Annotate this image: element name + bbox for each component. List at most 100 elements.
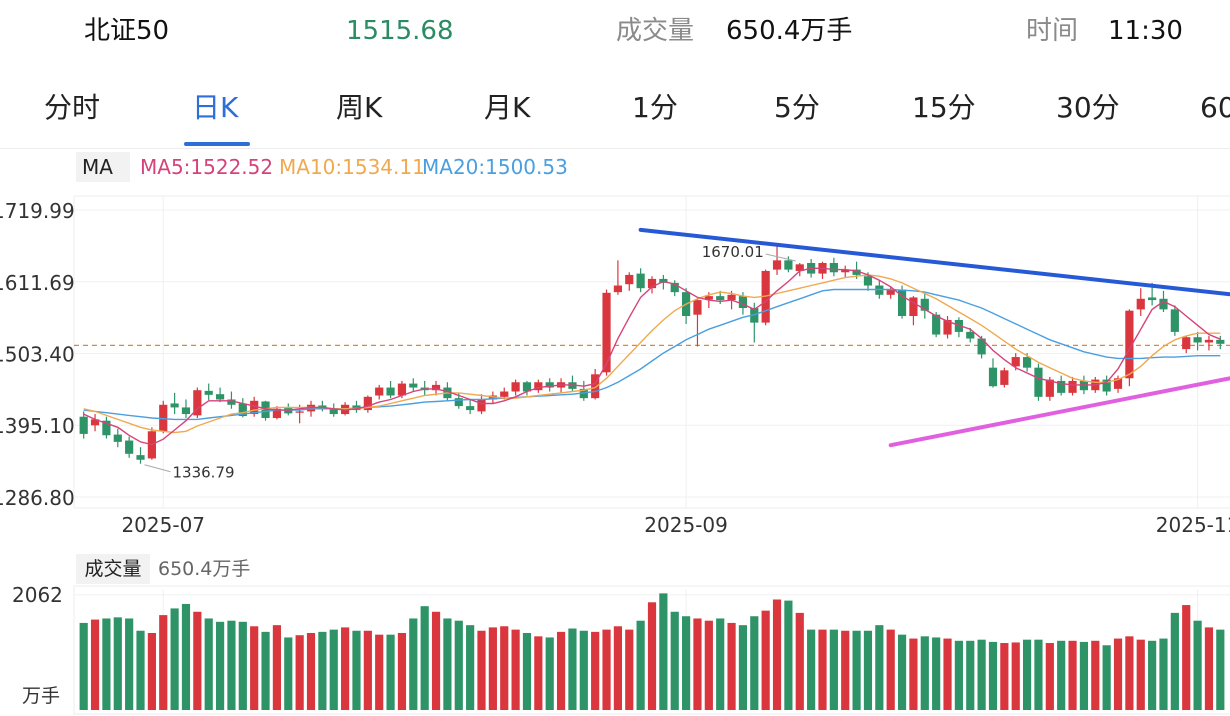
index-name: 北证50 bbox=[84, 16, 170, 46]
volume-bar bbox=[1011, 642, 1020, 710]
volume-bar bbox=[591, 631, 600, 710]
volume-bar bbox=[1182, 605, 1191, 710]
candle-body bbox=[193, 390, 202, 416]
volume-bar bbox=[863, 630, 873, 710]
volume-bar bbox=[454, 620, 463, 710]
volume-bar bbox=[636, 620, 645, 710]
candle-body bbox=[772, 260, 782, 270]
candle-body bbox=[1057, 380, 1066, 393]
volume-bar bbox=[1091, 640, 1100, 710]
volume-bar bbox=[1159, 638, 1168, 710]
candle-body bbox=[909, 297, 918, 316]
volume-bar bbox=[136, 630, 145, 710]
volume-bar bbox=[147, 632, 156, 710]
volume-bar bbox=[1193, 620, 1202, 710]
candle-body bbox=[409, 383, 418, 388]
candle-body bbox=[1136, 298, 1145, 310]
candle-body bbox=[102, 420, 111, 436]
volume-bar bbox=[647, 602, 657, 710]
volume-bar bbox=[1057, 640, 1066, 710]
volume-bar bbox=[568, 628, 577, 710]
volume-bar bbox=[750, 616, 759, 710]
volume-bar bbox=[909, 638, 918, 710]
tab-30min[interactable]: 30分 bbox=[1056, 91, 1120, 124]
volume-bar bbox=[1022, 639, 1032, 710]
candle-body bbox=[1022, 357, 1032, 368]
volume-bar bbox=[193, 611, 202, 710]
ma-indicator-button[interactable]: MA bbox=[76, 152, 130, 182]
volume-bar bbox=[386, 634, 395, 710]
volume-bar bbox=[352, 630, 361, 710]
candle-body bbox=[1170, 309, 1179, 332]
volume-bar bbox=[534, 636, 543, 710]
volume-bar bbox=[897, 634, 907, 710]
volume-bar bbox=[693, 618, 702, 710]
ma20-line bbox=[83, 288, 1221, 421]
volume-bar bbox=[227, 620, 236, 710]
volume-bar bbox=[841, 630, 850, 710]
price-tick-label: 1286.80 bbox=[0, 486, 75, 510]
candle-body bbox=[204, 390, 213, 395]
volume-bar bbox=[79, 622, 88, 710]
candle-body bbox=[1034, 367, 1043, 397]
candle-body bbox=[261, 401, 270, 419]
volume-bar bbox=[966, 640, 975, 710]
ma10-legend: MA10:1534.11 bbox=[279, 155, 425, 179]
volume-bar bbox=[545, 637, 554, 710]
volume-bar bbox=[613, 626, 622, 710]
volume-bar bbox=[420, 606, 429, 710]
candle-body bbox=[1045, 379, 1054, 397]
volume-indicator-button[interactable]: 成交量 bbox=[76, 554, 150, 584]
volume-bar bbox=[1000, 643, 1009, 710]
candle-body bbox=[215, 394, 225, 400]
candle-body bbox=[295, 411, 304, 413]
candle-body bbox=[1011, 357, 1020, 367]
tab-60min[interactable]: 60 bbox=[1200, 91, 1230, 124]
tab-intraday[interactable]: 分时 bbox=[44, 91, 101, 124]
tab-weekly-k[interactable]: 周K bbox=[336, 91, 383, 124]
tab-5min[interactable]: 5分 bbox=[774, 91, 820, 124]
volume-label: 成交量 bbox=[616, 16, 695, 46]
date-tick-label: 2025-07 bbox=[121, 513, 205, 537]
volume-bar bbox=[761, 610, 770, 710]
candle-body bbox=[466, 406, 475, 411]
tab-monthly-k[interactable]: 月K bbox=[484, 91, 531, 124]
volume-bar bbox=[829, 629, 838, 710]
candle-body bbox=[1204, 339, 1214, 343]
volume-bar bbox=[204, 618, 213, 710]
candle-body bbox=[397, 383, 407, 396]
candle-body bbox=[863, 276, 873, 286]
candle-body bbox=[897, 289, 907, 316]
tab-daily-k[interactable]: 日K bbox=[192, 91, 239, 124]
candle-body bbox=[522, 382, 532, 392]
candle-body bbox=[136, 455, 145, 460]
tab-15min[interactable]: 15分 bbox=[912, 91, 976, 124]
volume-bar bbox=[215, 621, 225, 710]
volume-bar bbox=[1148, 640, 1157, 710]
volume-bar bbox=[1136, 639, 1145, 710]
volume-bar bbox=[716, 618, 725, 710]
volume-panel-frame bbox=[73, 585, 1230, 715]
ma20-legend: MA20:1500.53 bbox=[422, 155, 568, 179]
candle-body bbox=[1113, 378, 1123, 389]
volume-bar bbox=[943, 638, 952, 710]
candle-body bbox=[534, 382, 543, 391]
period-tabs: 分时 日K 周K 月K 1分 5分 15分 30分 60 bbox=[0, 76, 1230, 149]
candle-body bbox=[511, 382, 520, 392]
volume-unit-label: 万手 bbox=[22, 685, 60, 707]
volume-bar bbox=[954, 640, 963, 710]
tab-1min[interactable]: 1分 bbox=[632, 91, 678, 124]
candle-body bbox=[113, 434, 122, 442]
volume-bar bbox=[329, 629, 338, 710]
volume-bar bbox=[852, 630, 861, 710]
volume-bar bbox=[488, 627, 497, 710]
volume-bar bbox=[409, 618, 418, 710]
high-price-annotation: 1670.01 bbox=[702, 243, 764, 261]
volume-value: 650.4万手 bbox=[726, 16, 853, 46]
candle-body bbox=[545, 382, 554, 388]
candle-body bbox=[841, 269, 850, 273]
candle-body bbox=[1193, 337, 1202, 343]
active-tab-indicator bbox=[184, 142, 250, 146]
candle-body bbox=[1216, 339, 1225, 344]
